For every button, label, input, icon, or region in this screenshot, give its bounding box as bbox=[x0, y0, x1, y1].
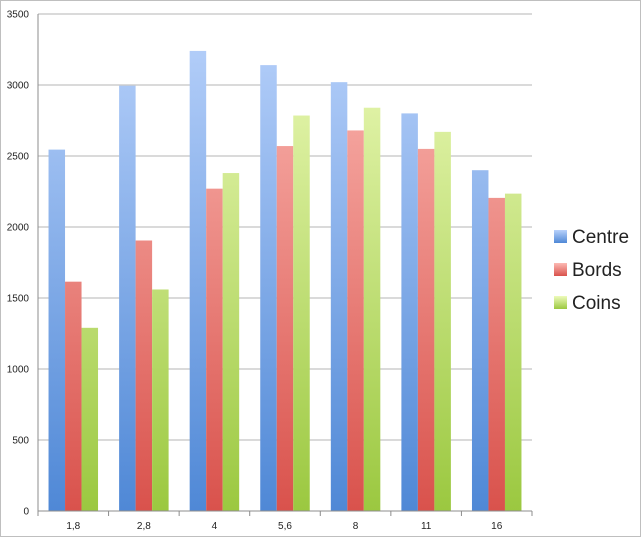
bar-coins-16 bbox=[504, 193, 522, 511]
y-tick-label: 3500 bbox=[7, 10, 30, 21]
bar-coins-4 bbox=[222, 173, 240, 512]
x-tick-label: 1,8 bbox=[66, 521, 80, 532]
y-tick-label: 0 bbox=[23, 507, 29, 518]
legend: Centre Bords Coins bbox=[554, 227, 629, 314]
bar-centre-5-6 bbox=[260, 65, 277, 512]
legend-swatch-centre bbox=[554, 230, 567, 243]
legend-swatch-bords bbox=[554, 263, 567, 276]
bar-coins-5-6 bbox=[293, 115, 310, 511]
y-tick-label: 2000 bbox=[7, 223, 30, 234]
y-tick-label: 500 bbox=[12, 436, 29, 447]
x-tick-label: 2,8 bbox=[137, 521, 151, 532]
x-tick-label: 16 bbox=[491, 521, 503, 532]
bar-bords-1-8 bbox=[65, 281, 82, 511]
bar-coins-11 bbox=[434, 131, 451, 512]
bar-centre-16 bbox=[471, 170, 489, 511]
legend-label-bords: Bords bbox=[572, 260, 622, 281]
bar-bords-5-6 bbox=[276, 146, 294, 511]
bar-bords-4 bbox=[206, 188, 223, 511]
bar-centre-2-8 bbox=[119, 85, 136, 512]
bar-bords-16 bbox=[488, 197, 505, 511]
legend-label-centre: Centre bbox=[572, 227, 629, 248]
bar-coins-2-8 bbox=[152, 289, 169, 511]
bar-centre-8 bbox=[330, 82, 348, 511]
bar-centre-4 bbox=[189, 50, 207, 512]
legend-swatch-coins bbox=[554, 296, 567, 309]
bar-coins-8 bbox=[363, 107, 381, 511]
x-tick-label: 8 bbox=[353, 521, 359, 532]
y-tick-label: 3000 bbox=[7, 81, 30, 92]
y-tick-label: 1500 bbox=[7, 294, 30, 305]
bar-coins-1-8 bbox=[81, 327, 99, 511]
x-tick-label: 11 bbox=[421, 521, 432, 532]
bar-bords-11 bbox=[417, 148, 435, 511]
bar-centre-11 bbox=[401, 113, 418, 512]
bar-centre-1-8 bbox=[48, 149, 66, 512]
x-axis: 1,8 2,8 4 5,6 8 11 16 bbox=[37, 510, 533, 532]
x-tick-label: 4 bbox=[212, 521, 218, 532]
legend-label-coins: Coins bbox=[572, 293, 621, 314]
y-axis: 0 500 1000 1500 2000 2500 3000 3500 bbox=[7, 10, 39, 518]
bars bbox=[48, 50, 522, 512]
y-tick-label: 2500 bbox=[7, 152, 30, 163]
bar-bords-2-8 bbox=[135, 240, 153, 512]
bar-bords-8 bbox=[347, 130, 364, 511]
x-tick-label: 5,6 bbox=[278, 521, 292, 532]
y-tick-label: 1000 bbox=[7, 365, 30, 376]
